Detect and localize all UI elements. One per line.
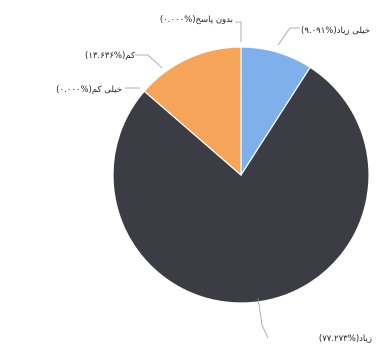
leader-lines [125,21,300,339]
slice-label-no-answer: بدون پاسخ(%۰.۰۰۰) [160,15,233,25]
leader-line-high [257,297,269,339]
pie-slice-high [112,66,370,304]
pie-slices [112,46,370,304]
pie-slice-low [143,46,242,177]
leader-line-very-high [277,27,300,46]
leader-line-no-answer [235,21,242,42]
leader-line-low [135,54,163,69]
slice-label-high: زیاد(%۷۷.۲۷۳) [319,334,372,344]
slice-label-very-low: خیلی کم(%۰.۰۰۰) [56,85,122,95]
slice-labels: خیلی زیاد(%۹.۰۹۱) زیاد(%۷۷.۲۷۳) کم(%۱۳.۶… [56,15,372,344]
slice-label-very-high: خیلی زیاد(%۹.۰۹۱) [301,26,370,36]
slice-label-low: کم(%۱۳.۶۳۶) [85,51,136,61]
